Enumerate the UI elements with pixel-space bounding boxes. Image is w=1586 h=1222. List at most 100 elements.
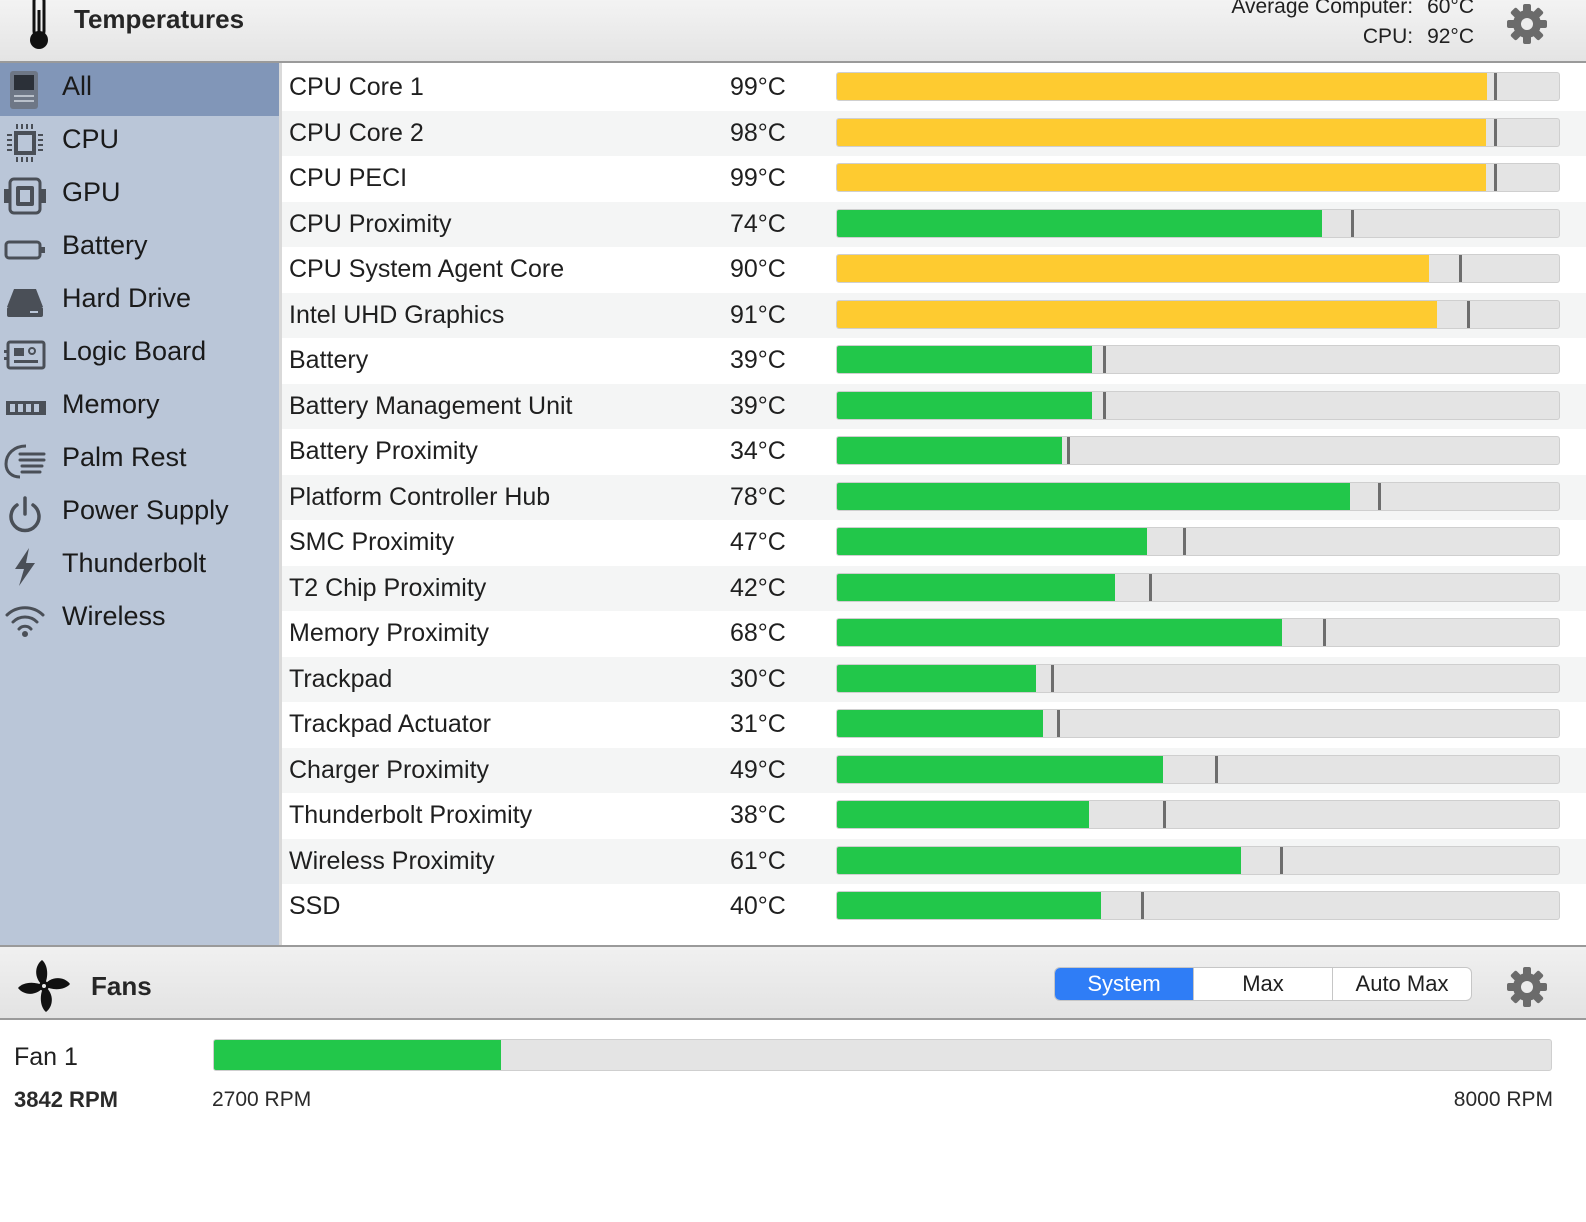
wifi-icon — [5, 606, 45, 637]
sensor-temperature: 68°C — [730, 619, 786, 647]
sensor-name: CPU Proximity — [289, 209, 452, 238]
sensor-row: SMC Proximity 47°C — [282, 520, 1586, 566]
sensor-max-marker — [1051, 664, 1055, 692]
sensor-name: SSD — [289, 892, 341, 920]
sensor-temperature-bar — [836, 117, 1560, 147]
sensor-temperature-bar — [836, 390, 1560, 420]
sensor-name: CPU Core 2 — [289, 118, 424, 147]
sidebar-item-gpu[interactable]: GPU — [0, 169, 279, 222]
sensor-name: CPU Core 1 — [289, 73, 424, 101]
sensor-name: Charger Proximity — [289, 755, 490, 784]
sensor-temperature-bar — [836, 709, 1560, 738]
cpu-readout: CPU: 92°C — [1363, 25, 1474, 49]
sensor-temperature: 38°C — [730, 801, 786, 829]
fan-name: Fan 1 — [14, 1043, 78, 1071]
sensor-row: Memory Proximity 68°C — [282, 611, 1586, 657]
sensor-temperature-bar — [836, 254, 1560, 283]
thermometer-icon — [30, 0, 48, 49]
sensor-row: Platform Controller Hub 78°C — [282, 474, 1586, 520]
sensor-max-marker — [1467, 300, 1471, 328]
sensor-max-marker — [1182, 528, 1186, 555]
sidebar-item-palm-rest[interactable]: Palm Rest — [0, 434, 279, 487]
sensor-name: Trackpad Actuator — [289, 710, 491, 738]
fan-mode-max-button[interactable]: Max — [1193, 968, 1332, 1000]
fans-title: Fans — [91, 971, 152, 1001]
sensor-row: CPU Core 1 99°C — [282, 65, 1586, 111]
sensor-temperature-fill — [837, 437, 1063, 464]
sensor-temperature-fill — [837, 73, 1487, 100]
sensor-temperature: 31°C — [730, 710, 786, 738]
sensor-temperature: 30°C — [730, 664, 786, 693]
sidebar-item-label: Wireless — [62, 601, 166, 631]
sensor-temperature: 99°C — [730, 73, 786, 101]
sensor-name: CPU PECI — [289, 164, 408, 192]
sensor-max-marker — [1102, 391, 1106, 419]
sidebar-item-all[interactable]: All — [0, 63, 279, 116]
sensor-max-marker — [1214, 755, 1218, 783]
sensor-max-marker — [1067, 437, 1071, 464]
sensor-temperature-fill — [837, 346, 1092, 373]
sensor-max-marker — [1377, 482, 1381, 510]
sensor-row: Trackpad 30°C — [282, 656, 1586, 702]
sensor-temperature: 78°C — [730, 482, 786, 511]
sensor-max-marker — [1351, 209, 1355, 237]
sensor-temperature: 74°C — [730, 209, 786, 238]
cpu-chip-icon — [7, 124, 43, 162]
fan-mode-auto-max-button[interactable]: Auto Max — [1332, 968, 1471, 1000]
sensor-name: Battery Management Unit — [289, 391, 573, 420]
sensor-temperature-fill — [837, 573, 1115, 601]
fan-min-rpm: 2700 RPM — [212, 1088, 312, 1111]
sensor-temperature-bar — [836, 891, 1560, 920]
sensor-row: SSD 40°C — [282, 884, 1586, 930]
sensor-name: Battery — [289, 346, 369, 374]
sensor-temperature: 42°C — [730, 573, 786, 602]
sensor-temperature-bar — [836, 754, 1560, 784]
sidebar-item-label: Palm Rest — [62, 442, 187, 472]
sidebar-item-memory[interactable]: Memory — [0, 381, 279, 434]
sensor-row: Battery Proximity 34°C — [282, 429, 1586, 475]
sidebar-item-wireless[interactable]: Wireless — [0, 593, 279, 646]
hard-drive-icon — [7, 289, 43, 317]
sensor-row: Battery 39°C — [282, 338, 1586, 384]
logic-board-icon — [4, 340, 46, 370]
temperatures-header: Temperatures Average Computer: 60°C CPU: 9… — [0, 0, 1586, 63]
sensor-name: Wireless Proximity — [289, 846, 495, 875]
sidebar-item-label: CPU — [62, 124, 120, 154]
sensor-temperature: 91°C — [730, 300, 786, 329]
sensor-temperature-fill — [837, 528, 1147, 555]
cpu-label: CPU: — [1362, 25, 1414, 48]
sensor-temperature-bar — [836, 845, 1560, 875]
sidebar-item-label: Memory — [62, 389, 160, 419]
sensor-name: T2 Chip Proximity — [289, 573, 487, 602]
sidebar-item-battery[interactable]: Battery — [0, 222, 279, 275]
sensor-row: Trackpad Actuator 31°C — [282, 702, 1586, 748]
sidebar-item-label: Logic Board — [62, 336, 207, 366]
sensor-temperature-bar — [836, 663, 1560, 693]
sidebar-item-label: Thunderbolt — [62, 548, 207, 578]
fan-mode-system-button[interactable]: System — [1055, 968, 1193, 1000]
sidebar-item-thunderbolt[interactable]: Thunderbolt — [0, 540, 279, 593]
fans-header: Fans System Max Auto Max — [0, 945, 1586, 1020]
sensor-name: Platform Controller Hub — [289, 482, 551, 511]
sensor-temperature-bar — [836, 481, 1560, 511]
sidebar-item-hard-drive[interactable]: Hard Drive — [0, 275, 279, 328]
gear-icon[interactable] — [1505, 965, 1549, 1009]
sidebar-item-label: GPU — [62, 177, 121, 207]
sidebar-item-logic-board[interactable]: Logic Board — [0, 328, 279, 381]
sensor-max-marker — [1148, 573, 1152, 601]
sensor-row: Intel UHD Graphics 91°C — [282, 292, 1586, 338]
sensor-row: CPU Core 2 98°C — [282, 110, 1586, 156]
sensor-temperature-fill — [837, 801, 1089, 828]
sensor-temperature-bar — [836, 800, 1560, 829]
sidebar-item-cpu[interactable]: CPU — [0, 116, 279, 169]
sensor-temperature-fill — [837, 209, 1323, 237]
sidebar-item-power-supply[interactable]: Power Supply — [0, 487, 279, 540]
average-computer-readout: Average Computer: 60°C — [1231, 0, 1474, 19]
gear-icon[interactable] — [1505, 2, 1549, 46]
sensor-max-marker — [1494, 73, 1498, 100]
sensor-name: Memory Proximity — [289, 619, 490, 647]
sensor-name: Thunderbolt Proximity — [289, 801, 533, 829]
fan-max-rpm: 8000 RPM — [1453, 1088, 1553, 1111]
sensor-name: Trackpad — [289, 664, 393, 693]
sensor-row: Thunderbolt Proximity 38°C — [282, 793, 1586, 839]
